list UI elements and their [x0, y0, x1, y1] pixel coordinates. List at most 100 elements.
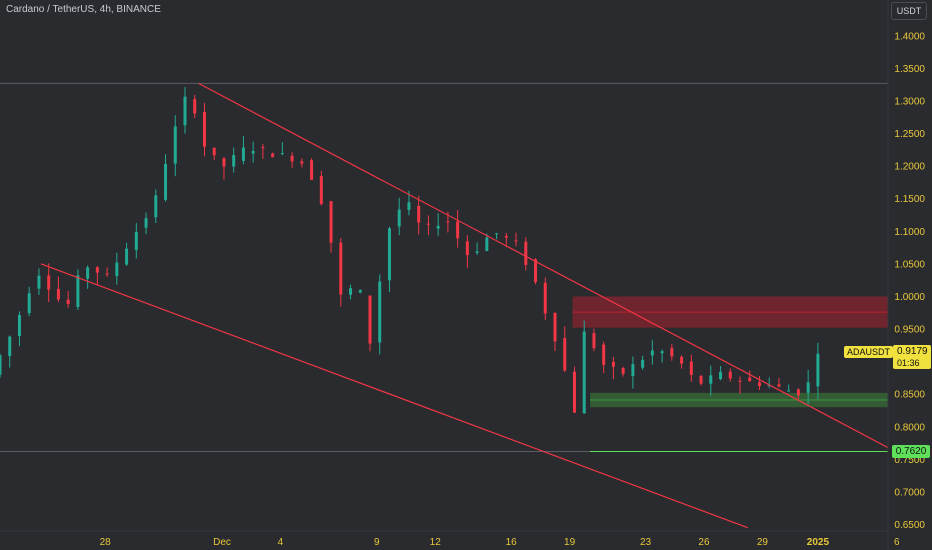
price-tick-label: 0.8500: [894, 390, 925, 401]
candle-body: [115, 262, 119, 277]
candle-body: [183, 96, 187, 126]
candle-body: [534, 259, 538, 283]
candle-body: [660, 351, 664, 354]
candle-body: [349, 288, 353, 295]
time-axis[interactable]: 28Dec49121619232629202569: [100, 537, 932, 548]
candles-layer: [0, 86, 820, 414]
candle-body: [339, 242, 343, 295]
candle-body: [368, 295, 372, 344]
candle-body: [524, 241, 528, 265]
candle-body: [485, 237, 489, 252]
candle-body: [86, 267, 90, 279]
candle-body: [56, 288, 60, 300]
candle-body: [290, 155, 294, 162]
channel-layer: [40, 82, 889, 529]
time-tick-label: 26: [698, 537, 710, 548]
candle-body: [611, 361, 615, 367]
candle-body: [0, 355, 2, 375]
candle-body: [699, 375, 703, 384]
candle-body: [446, 221, 450, 223]
candle-body: [426, 223, 430, 225]
candle-body: [757, 382, 761, 387]
candle-body: [816, 353, 820, 387]
price-tick-label: 1.1000: [894, 227, 925, 238]
time-tick-label: 23: [640, 537, 652, 548]
time-tick-label: 6: [894, 537, 900, 548]
candle-body: [358, 290, 362, 293]
symbol-badge: ADAUSDT: [844, 346, 894, 358]
candle-body: [514, 240, 518, 242]
time-tick-label: 16: [506, 537, 518, 548]
zones-layer: [572, 296, 888, 408]
candle-body: [592, 333, 596, 349]
price-tick-label: 0.7500: [894, 455, 925, 466]
candle-body: [631, 364, 635, 377]
candle-body: [202, 111, 206, 147]
candle-body: [27, 293, 31, 314]
time-tick-label: Dec: [213, 537, 231, 548]
candle-body: [164, 163, 168, 200]
support-level-badge: 0.7620: [892, 445, 930, 458]
candle-body: [310, 160, 314, 180]
horizontal-lines-layer: [0, 82, 888, 453]
candle-body: [796, 389, 800, 396]
price-tick-label: 1.1500: [894, 194, 925, 205]
candle-body: [17, 315, 21, 336]
candle-body: [251, 150, 255, 154]
candle-body: [709, 375, 713, 384]
candle-body: [572, 371, 576, 413]
price-tick-label: 1.2500: [894, 129, 925, 140]
candle-body: [105, 273, 109, 275]
candle-body: [787, 390, 791, 392]
chart-title: Cardano / TetherUS, 4h, BINANCE: [6, 4, 161, 15]
candle-body: [144, 218, 148, 228]
candle-body: [475, 251, 479, 253]
time-tick-label: 28: [100, 537, 112, 548]
time-tick-label: 2025: [807, 537, 830, 548]
time-tick-label: 12: [430, 537, 442, 548]
candle-body: [241, 147, 245, 161]
channel-lower-line: [40, 263, 748, 529]
candle-body: [465, 241, 469, 256]
candle-body: [232, 155, 236, 167]
candle-body: [47, 275, 51, 290]
candle-body: [280, 153, 284, 155]
price-tick-label: 1.3500: [894, 64, 925, 75]
candle-body: [680, 356, 684, 364]
time-tick-label: 4: [278, 537, 284, 548]
candle-body: [563, 338, 567, 371]
currency-selector[interactable]: USDT: [891, 2, 927, 20]
candle-body: [212, 147, 216, 156]
candle-body: [193, 99, 197, 114]
candle-body: [378, 281, 382, 343]
candle-body: [728, 371, 732, 379]
candle-body: [543, 282, 547, 314]
candle-body: [319, 176, 323, 205]
price-tick-label: 1.4000: [894, 31, 925, 42]
candle-body: [602, 344, 606, 365]
price-tick-label: 1.0000: [894, 292, 925, 303]
candle-body: [417, 205, 421, 223]
time-tick-label: 9: [374, 537, 380, 548]
candle-body: [397, 209, 401, 227]
candle-body: [66, 299, 70, 305]
candle-body: [95, 267, 99, 273]
time-tick-label: 19: [564, 537, 576, 548]
candle-body: [553, 312, 557, 342]
candle-body: [154, 195, 158, 218]
candle-body: [456, 221, 460, 239]
price-tick-label: 1.3000: [894, 96, 925, 107]
candle-body: [689, 361, 693, 375]
price-tick-label: 0.7000: [894, 487, 925, 498]
candle-body: [300, 161, 304, 164]
candle-body: [387, 228, 391, 281]
channel-upper-line: [198, 82, 889, 449]
bar-countdown: 01:36: [897, 358, 920, 368]
candle-body: [582, 331, 586, 414]
candle-body: [641, 359, 645, 368]
candle-body: [8, 336, 12, 357]
candle-body: [173, 126, 177, 164]
candle-body: [125, 248, 129, 265]
